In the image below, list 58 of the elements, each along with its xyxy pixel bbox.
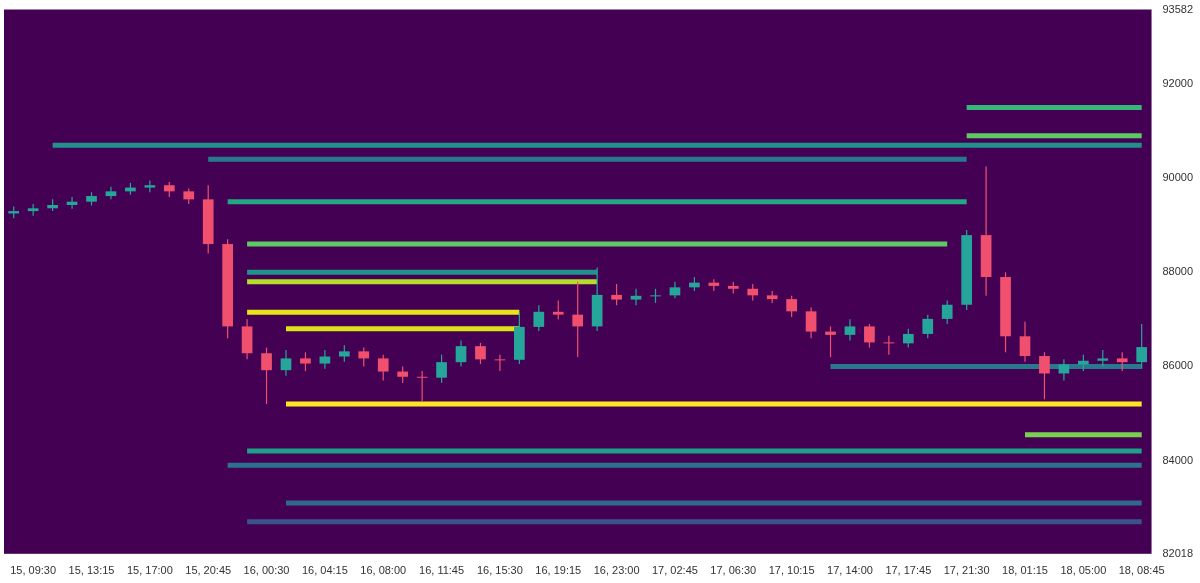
candlestick xyxy=(1019,321,1031,363)
candlestick xyxy=(883,335,895,356)
x-tick-label: 16, 08:00 xyxy=(360,564,407,577)
candlestick xyxy=(280,349,292,377)
candlestick xyxy=(494,354,506,372)
x-tick-label: 17, 10:15 xyxy=(768,564,815,577)
x-tick-label: 16, 19:15 xyxy=(535,564,582,577)
candlestick xyxy=(902,328,914,349)
x-tick-label: 16, 15:30 xyxy=(476,564,523,577)
y-tick-label: 86000 xyxy=(1162,359,1194,372)
x-tick-label: 15, 13:15 xyxy=(68,564,115,577)
candlestick xyxy=(319,349,331,370)
y-tick-label: 93582 xyxy=(1162,2,1194,15)
candlestick xyxy=(436,354,447,384)
x-tick-label: 17, 06:30 xyxy=(710,564,757,577)
candlestick xyxy=(611,283,622,306)
candlestick xyxy=(844,318,856,342)
candlestick xyxy=(475,342,486,365)
x-tick-label: 17, 21:30 xyxy=(943,564,990,577)
candlestick xyxy=(941,299,953,325)
x-tick-label: 16, 00:30 xyxy=(243,564,290,577)
x-tick-label: 18, 05:00 xyxy=(1060,564,1107,577)
x-tick-label: 16, 11:45 xyxy=(419,564,465,577)
y-tick-label: 84000 xyxy=(1162,453,1194,466)
x-tick-label: 15, 20:45 xyxy=(185,564,232,577)
candlestick xyxy=(144,179,156,193)
candlestick xyxy=(805,306,817,339)
x-tick-label: 17, 02:45 xyxy=(652,564,698,577)
candlestick xyxy=(630,288,642,306)
x-tick-label: 18, 01:15 xyxy=(1002,564,1048,577)
candlestick xyxy=(864,323,875,349)
candlestick xyxy=(786,295,797,318)
x-tick-label: 17, 14:00 xyxy=(827,564,873,577)
candlestick xyxy=(533,304,545,332)
candlestick xyxy=(377,354,389,382)
candlestick xyxy=(572,281,584,358)
candlestick xyxy=(1136,323,1148,370)
y-tick-label: 88000 xyxy=(1162,265,1194,278)
candlestick xyxy=(358,346,370,368)
y-tick-label: 82018 xyxy=(1162,546,1194,559)
candlestick xyxy=(261,346,272,405)
candlestick xyxy=(455,339,467,368)
x-tick-label: 15, 09:30 xyxy=(10,564,57,577)
candlestick xyxy=(922,314,934,339)
x-tick-label: 16, 23:00 xyxy=(593,564,640,577)
candlestick xyxy=(416,370,428,403)
candlestick xyxy=(825,325,836,358)
candlestick xyxy=(552,299,564,320)
y-tick-label: 92000 xyxy=(1162,77,1194,90)
x-tick-label: 15, 17:00 xyxy=(126,564,173,577)
candlestick xyxy=(1039,351,1050,400)
candlestick xyxy=(105,186,117,200)
x-tick-label: 16, 04:15 xyxy=(301,564,348,577)
x-tick-label: 17, 17:45 xyxy=(885,564,932,577)
candlestick xyxy=(1116,351,1128,372)
x-tick-label: 18, 08:45 xyxy=(1118,564,1165,577)
candlestick xyxy=(300,351,311,372)
y-tick-label: 90000 xyxy=(1162,171,1194,184)
